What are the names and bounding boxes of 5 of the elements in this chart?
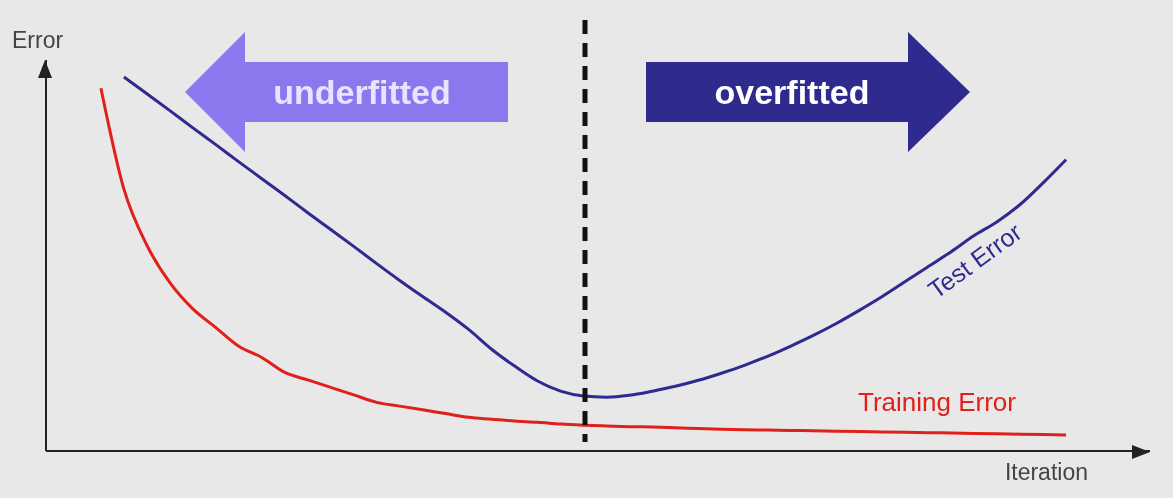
- annotation: underfitted: [273, 73, 451, 111]
- series-label: Training Error: [858, 387, 1017, 417]
- x-axis-title: Iteration: [1004, 459, 1088, 485]
- y-axis-title: Error: [12, 27, 64, 53]
- annotation: overfitted: [714, 73, 870, 111]
